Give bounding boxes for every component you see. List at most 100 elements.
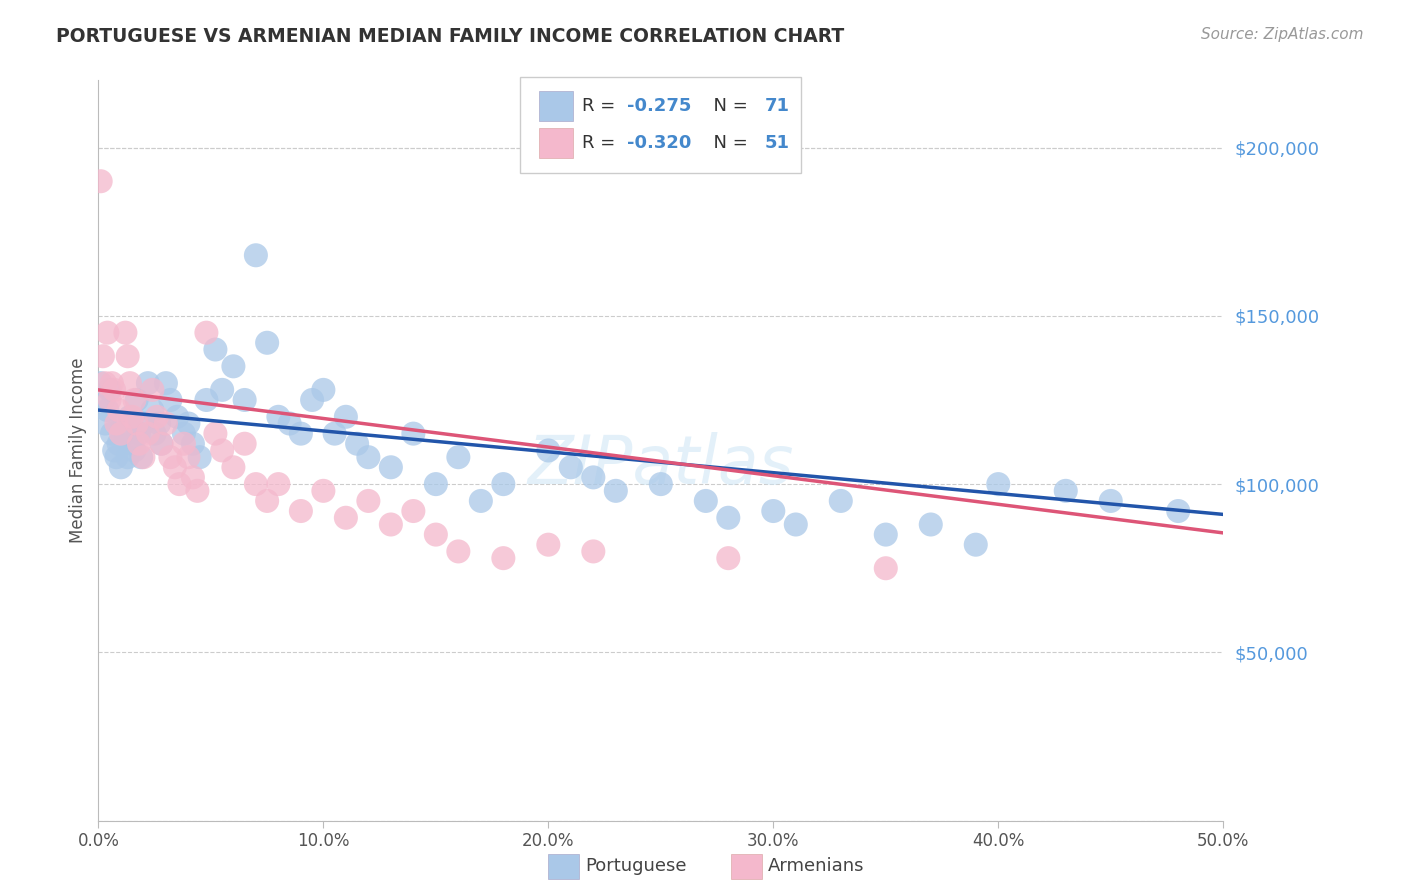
Point (148, 417, 170, 431)
Text: N =: N = (703, 97, 754, 115)
Point (245, 248, 267, 262)
Point (447, 544, 470, 558)
Point (112, 417, 135, 431)
Point (605, 483, 627, 498)
Point (136, 426, 159, 441)
Point (312, 483, 335, 498)
Point (195, 392, 218, 407)
Point (245, 477, 267, 491)
Text: R =: R = (582, 134, 621, 153)
Text: Portuguese: Portuguese (585, 857, 686, 875)
Point (155, 417, 177, 431)
FancyBboxPatch shape (540, 91, 574, 121)
Point (204, 343, 226, 357)
Point (114, 326, 136, 340)
Point (650, 477, 672, 491)
Point (98, 392, 121, 407)
Point (94, 376, 117, 391)
Point (211, 383, 233, 397)
Point (181, 470, 204, 484)
Point (920, 517, 942, 532)
Point (150, 436, 173, 450)
FancyBboxPatch shape (520, 77, 801, 173)
Point (177, 450, 200, 465)
Point (402, 426, 425, 441)
Point (96, 403, 118, 417)
Point (117, 349, 139, 363)
Point (128, 436, 150, 450)
Point (125, 392, 148, 407)
Point (181, 436, 204, 450)
Point (256, 335, 278, 350)
Point (143, 426, 166, 441)
Point (560, 460, 582, 475)
Text: -0.275: -0.275 (627, 97, 692, 115)
FancyBboxPatch shape (540, 128, 574, 158)
Point (91, 349, 114, 363)
Point (103, 443, 125, 458)
Point (233, 392, 256, 407)
Point (166, 409, 188, 424)
Point (537, 443, 560, 458)
Point (278, 417, 301, 431)
Point (357, 450, 380, 465)
Point (1167, 504, 1189, 518)
Point (323, 426, 346, 441)
Point (211, 443, 233, 458)
Point (1054, 483, 1077, 498)
Text: R =: R = (582, 97, 621, 115)
Point (762, 504, 785, 518)
Point (121, 409, 143, 424)
Point (582, 470, 605, 484)
Point (94, 417, 117, 431)
Point (101, 426, 124, 441)
Point (101, 376, 124, 391)
Point (492, 551, 515, 566)
Point (129, 450, 152, 465)
Point (301, 392, 323, 407)
Text: PORTUGUESE VS ARMENIAN MEDIAN FAMILY INCOME CORRELATION CHART: PORTUGUESE VS ARMENIAN MEDIAN FAMILY INC… (56, 27, 845, 45)
Point (163, 460, 186, 475)
Point (125, 417, 148, 431)
Point (233, 436, 256, 450)
Point (107, 436, 129, 450)
Y-axis label: Median Family Income: Median Family Income (69, 358, 87, 543)
Point (290, 426, 312, 441)
Point (830, 494, 852, 508)
Point (492, 477, 515, 491)
Point (136, 376, 159, 391)
Text: Source: ZipAtlas.com: Source: ZipAtlas.com (1201, 27, 1364, 42)
Point (335, 510, 357, 524)
Point (103, 383, 125, 397)
Point (91, 392, 114, 407)
Point (582, 544, 605, 558)
Point (380, 517, 402, 532)
Point (267, 409, 290, 424)
Point (186, 483, 208, 498)
Point (169, 477, 191, 491)
Point (447, 450, 470, 465)
Point (124, 392, 146, 407)
Point (146, 409, 169, 424)
Point (124, 443, 146, 458)
Point (159, 450, 181, 465)
Point (470, 494, 492, 508)
Point (90, 376, 112, 391)
Point (402, 504, 425, 518)
Point (695, 494, 717, 508)
Point (105, 417, 128, 431)
Point (717, 551, 740, 566)
Point (256, 494, 278, 508)
Point (177, 417, 200, 431)
Point (118, 409, 141, 424)
Text: N =: N = (703, 134, 754, 153)
Point (114, 426, 136, 441)
Point (117, 450, 139, 465)
Point (222, 359, 245, 374)
Point (110, 460, 132, 475)
Text: 71: 71 (765, 97, 789, 115)
Text: 51: 51 (765, 134, 789, 153)
Text: -0.320: -0.320 (627, 134, 692, 153)
Point (96, 326, 118, 340)
Point (717, 510, 740, 524)
